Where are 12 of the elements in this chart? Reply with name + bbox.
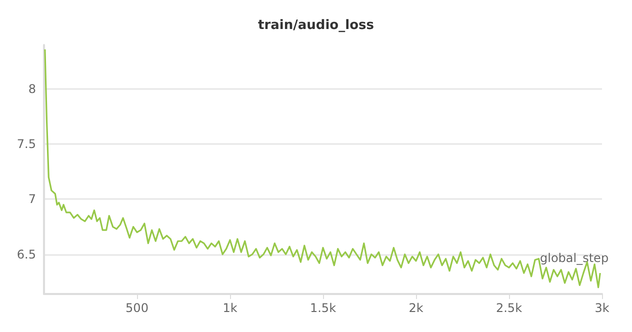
x-axis-title: global_step xyxy=(540,251,609,265)
x-tick-label: 3k xyxy=(594,301,610,315)
x-tick-label: 1k xyxy=(222,301,238,315)
x-tick-label: 1.5k xyxy=(310,301,336,315)
y-tick-label: 6.5 xyxy=(16,247,36,262)
x-tick-label: 2k xyxy=(408,301,424,315)
y-tick-label: 7 xyxy=(28,192,36,206)
y-tick-label: 7.5 xyxy=(16,137,36,152)
x-tick-label: 2.5k xyxy=(496,301,522,315)
y-tick-label: 8 xyxy=(28,82,36,96)
x-tick-label: 500 xyxy=(126,301,148,315)
chart-title: train/audio_loss xyxy=(258,18,374,33)
